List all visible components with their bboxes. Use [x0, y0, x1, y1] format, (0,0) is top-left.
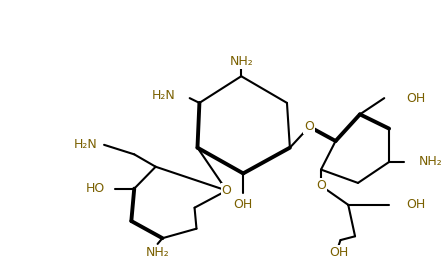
Text: OH: OH	[234, 198, 253, 211]
Text: NH₂: NH₂	[418, 155, 442, 168]
Text: NH₂: NH₂	[229, 55, 253, 68]
Text: H₂N: H₂N	[73, 138, 97, 151]
Text: O: O	[316, 179, 326, 192]
Text: H₂N: H₂N	[151, 89, 175, 102]
Text: OH: OH	[407, 92, 426, 105]
Text: O: O	[304, 120, 314, 133]
Text: HO: HO	[86, 182, 105, 195]
Text: NH₂: NH₂	[146, 246, 170, 259]
Text: OH: OH	[407, 198, 426, 211]
Text: OH: OH	[329, 246, 348, 259]
Text: O: O	[222, 184, 231, 197]
